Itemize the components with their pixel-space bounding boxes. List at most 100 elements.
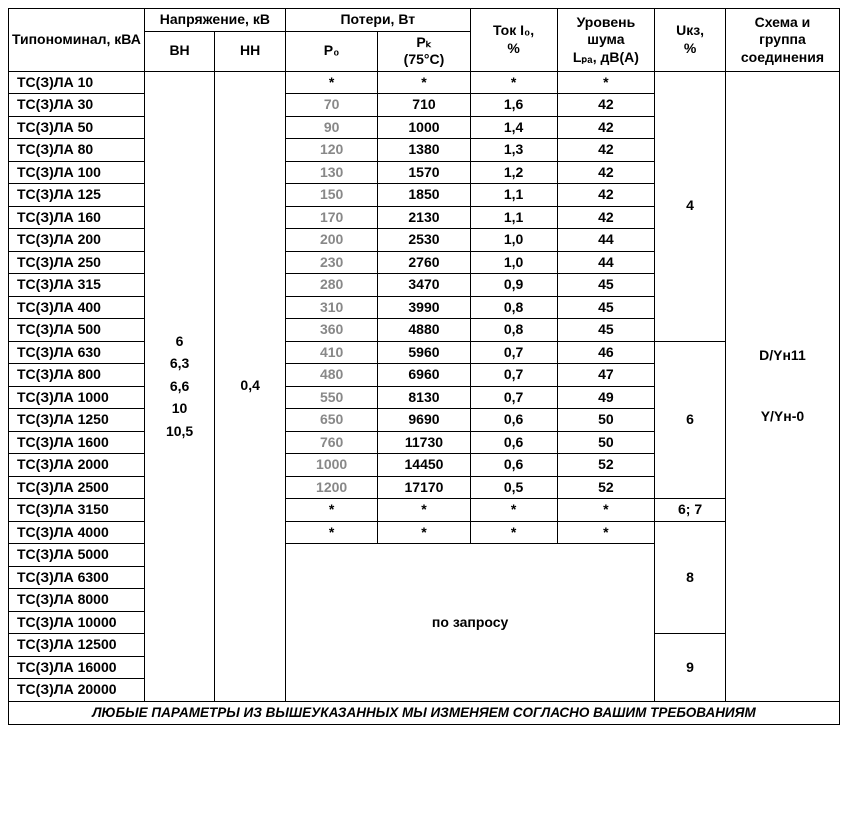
pk-cell: 2130 [378,206,470,229]
i0-cell: 0,9 [470,274,557,297]
header-ukz-l1: Uкз, [676,22,704,38]
noise-cell: * [557,71,655,94]
pk-cell: * [378,71,470,94]
header-i0: Ток I₀, % [470,9,557,72]
pk-cell: 1000 [378,116,470,139]
ukz-cell: 8 [655,521,726,634]
header-scheme-l1: Схема и [755,14,811,30]
p0-cell: * [285,499,377,522]
noise-cell: 42 [557,161,655,184]
pk-cell: 2530 [378,229,470,252]
model-cell: ТС(З)ЛА 3150 [9,499,145,522]
i0-cell: 0,7 [470,386,557,409]
noise-cell: 42 [557,139,655,162]
scheme-cell: D/Yн11Y/Yн-0 [725,71,839,701]
nn-cell: 0,4 [215,71,286,701]
i0-cell: 1,4 [470,116,557,139]
header-noise-l3: Lₚₐ, дB(А) [573,49,639,65]
p0-cell: 90 [285,116,377,139]
noise-cell: 45 [557,274,655,297]
pk-cell: 3990 [378,296,470,319]
pk-cell: * [378,499,470,522]
p0-cell: 230 [285,251,377,274]
i0-cell: 1,6 [470,94,557,117]
header-model: Типономинал, кВА [9,9,145,72]
pk-cell: 5960 [378,341,470,364]
model-cell: ТС(З)ЛА 800 [9,364,145,387]
pk-cell: 8130 [378,386,470,409]
model-cell: ТС(З)ЛА 10 [9,71,145,94]
i0-cell: 1,1 [470,206,557,229]
footer-row: ЛЮБЫЕ ПАРАМЕТРЫ ИЗ ВЫШЕУКАЗАННЫХ МЫ ИЗМЕ… [9,701,840,725]
header-scheme-l2: группа [759,31,806,47]
header-pk-l1: Pₖ [416,34,431,50]
header-ukz: Uкз, % [655,9,726,72]
i0-cell: * [470,71,557,94]
model-cell: ТС(З)ЛА 1000 [9,386,145,409]
i0-cell: 0,6 [470,431,557,454]
model-cell: ТС(З)ЛА 1600 [9,431,145,454]
header-voltage: Напряжение, кВ [144,9,285,32]
pk-cell: 3470 [378,274,470,297]
header-noise-l2: шума [587,31,624,47]
model-cell: ТС(З)ЛА 2000 [9,454,145,477]
pk-cell: 2760 [378,251,470,274]
pk-cell: 4880 [378,319,470,342]
model-cell: ТС(З)ЛА 200 [9,229,145,252]
header-nn: НН [215,31,286,71]
pk-cell: 17170 [378,476,470,499]
vn-cell: 66,36,61010,5 [144,71,215,701]
p0-cell: 480 [285,364,377,387]
model-cell: ТС(З)ЛА 16000 [9,656,145,679]
on-request-cell: по запросу [285,544,654,702]
header-p0: P₀ [285,31,377,71]
header-scheme: Схема и группа соединения [725,9,839,72]
model-cell: ТС(З)ЛА 125 [9,184,145,207]
i0-cell: * [470,499,557,522]
i0-cell: 0,8 [470,296,557,319]
table-row: ТС(З)ЛА 1066,36,61010,50,4****4D/Yн11Y/Y… [9,71,840,94]
noise-cell: 50 [557,409,655,432]
p0-cell: * [285,521,377,544]
header-i0-l1: Ток I₀, [493,22,534,38]
i0-cell: 0,6 [470,409,557,432]
noise-cell: 44 [557,229,655,252]
model-cell: ТС(З)ЛА 315 [9,274,145,297]
header-pk-l2: (75°C) [404,51,445,67]
table-body: ТС(З)ЛА 1066,36,61010,50,4****4D/Yн11Y/Y… [9,71,840,725]
model-cell: ТС(З)ЛА 12500 [9,634,145,657]
i0-cell: 0,5 [470,476,557,499]
table-row: ТС(З)ЛА 63041059600,7466 [9,341,840,364]
model-cell: ТС(З)ЛА 1250 [9,409,145,432]
header-noise-l1: Уровень [577,14,636,30]
pk-cell: 1850 [378,184,470,207]
header-pk: Pₖ (75°C) [378,31,470,71]
header-ukz-l2: % [684,40,696,56]
noise-cell: 49 [557,386,655,409]
model-cell: ТС(З)ЛА 250 [9,251,145,274]
model-cell: ТС(З)ЛА 80 [9,139,145,162]
model-cell: ТС(З)ЛА 4000 [9,521,145,544]
model-cell: ТС(З)ЛА 160 [9,206,145,229]
i0-cell: 0,7 [470,341,557,364]
model-cell: ТС(З)ЛА 10000 [9,611,145,634]
pk-cell: 1380 [378,139,470,162]
model-cell: ТС(З)ЛА 30 [9,94,145,117]
table-row: ТС(З)ЛА 4000****8 [9,521,840,544]
header-vn: ВН [144,31,215,71]
p0-cell: 130 [285,161,377,184]
model-cell: ТС(З)ЛА 5000 [9,544,145,567]
p0-cell: * [285,71,377,94]
p0-cell: 1000 [285,454,377,477]
pk-cell: 6960 [378,364,470,387]
noise-cell: 42 [557,94,655,117]
p0-cell: 170 [285,206,377,229]
footer-cell: ЛЮБЫЕ ПАРАМЕТРЫ ИЗ ВЫШЕУКАЗАННЫХ МЫ ИЗМЕ… [9,701,840,725]
p0-cell: 760 [285,431,377,454]
model-cell: ТС(З)ЛА 2500 [9,476,145,499]
pk-cell: * [378,521,470,544]
noise-cell: 52 [557,454,655,477]
header-noise: Уровень шума Lₚₐ, дB(А) [557,9,655,72]
i0-cell: 1,3 [470,139,557,162]
p0-cell: 310 [285,296,377,319]
